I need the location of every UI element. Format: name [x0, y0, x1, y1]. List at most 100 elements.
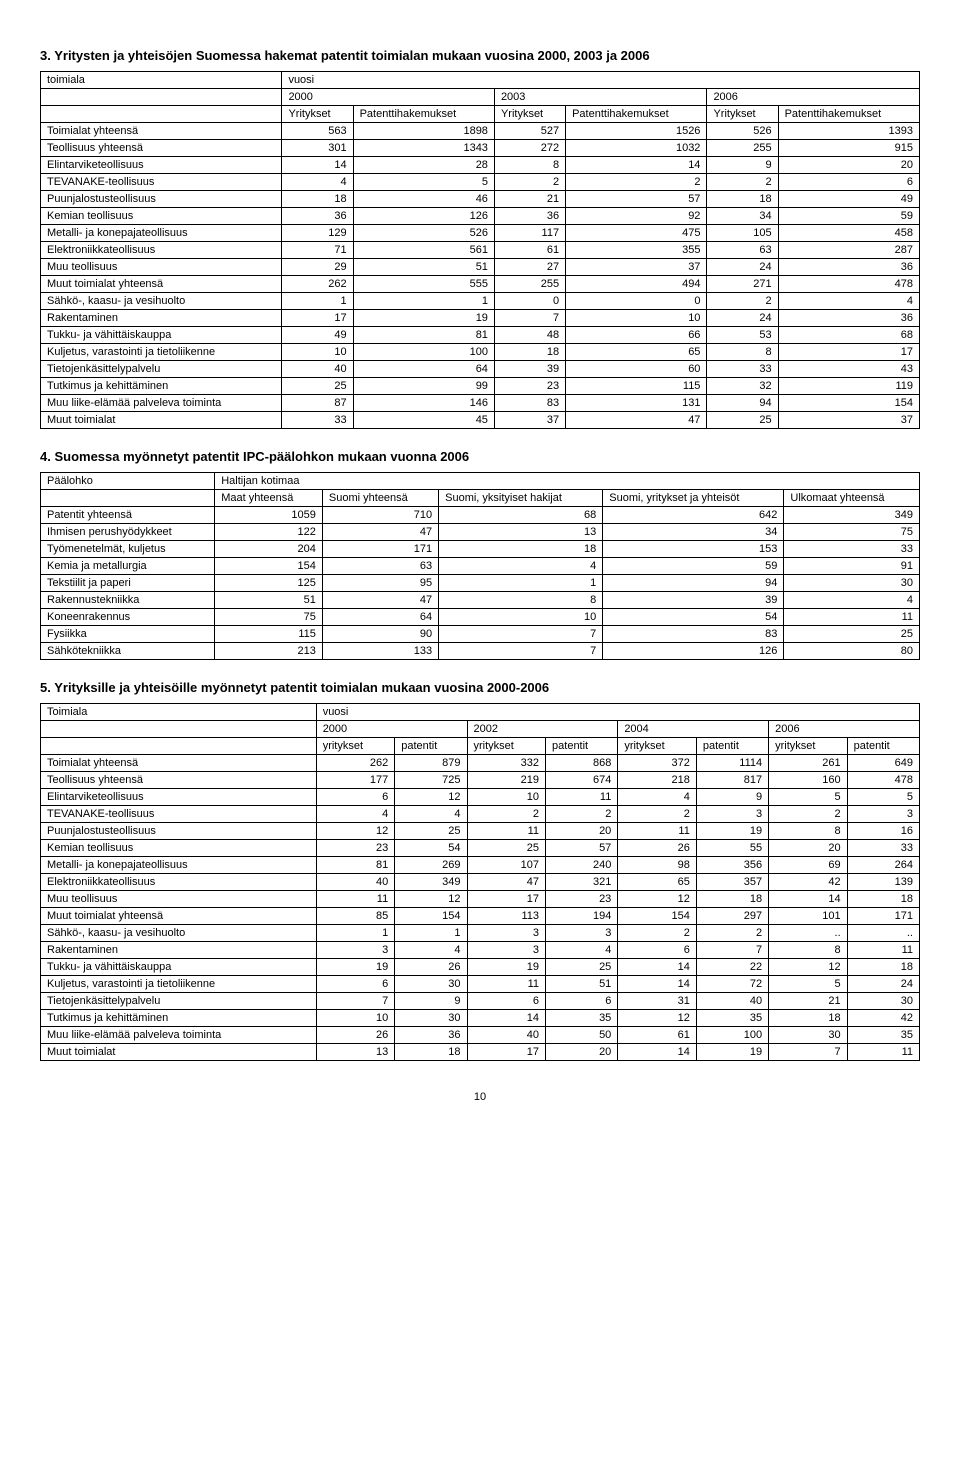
table-cell: Rakentaminen	[41, 310, 282, 327]
t5-sc4: yritykset	[618, 738, 697, 755]
table-cell: 11	[467, 823, 546, 840]
table-cell: 261	[769, 755, 848, 772]
table-cell: 16	[847, 823, 919, 840]
table-cell: 33	[784, 541, 920, 558]
table-cell: 9	[395, 993, 467, 1010]
table-cell: 46	[353, 191, 494, 208]
table-cell: 1	[316, 925, 395, 942]
table-cell: 1393	[778, 123, 919, 140]
table-cell: 45	[353, 412, 494, 429]
t5-y2: 2004	[618, 721, 769, 738]
table-cell: 42	[847, 1010, 919, 1027]
table-cell: 43	[778, 361, 919, 378]
table-cell: 18	[847, 959, 919, 976]
table-cell: 6	[467, 993, 546, 1010]
table-cell: 5	[769, 789, 848, 806]
table-cell: 12	[618, 1010, 697, 1027]
table-cell: Muut toimialat yhteensä	[41, 276, 282, 293]
table-cell: 14	[618, 959, 697, 976]
t5-sc2: yritykset	[467, 738, 546, 755]
table-cell: 40	[467, 1027, 546, 1044]
table-cell: 47	[566, 412, 707, 429]
t3-sc4: Yritykset	[707, 106, 778, 123]
table-cell: 100	[353, 344, 494, 361]
t3-y0: 2000	[282, 89, 495, 106]
table-cell: 1	[439, 575, 603, 592]
table-row: Koneenrakennus7564105411	[41, 609, 920, 626]
t5-h-toimiala: Toimiala	[41, 704, 317, 721]
table-cell: 255	[494, 276, 565, 293]
table-cell: 47	[467, 874, 546, 891]
table-cell: 17	[467, 891, 546, 908]
table-cell: 11	[618, 823, 697, 840]
t5-h-blank2	[41, 738, 317, 755]
table-cell: 90	[322, 626, 438, 643]
table-cell: 119	[778, 378, 919, 395]
table-cell: 674	[546, 772, 618, 789]
table-cell: 64	[322, 609, 438, 626]
table-cell: 10	[316, 1010, 395, 1027]
table-cell: Tutkimus ja kehittäminen	[41, 378, 282, 395]
table-row: Muu teollisuus295127372436	[41, 259, 920, 276]
table-cell: Muu liike-elämää palveleva toiminta	[41, 395, 282, 412]
table-row: Tutkimus ja kehittäminen25992311532119	[41, 378, 920, 395]
table-cell: 204	[215, 541, 323, 558]
table-row: TEVANAKE-teollisuus452226	[41, 174, 920, 191]
table-row: Ihmisen perushyödykkeet12247133475	[41, 524, 920, 541]
table-cell: 4	[546, 942, 618, 959]
table5: Toimiala vuosi 2000 2002 2004 2006 yrity…	[40, 703, 920, 1061]
table-cell: 3	[696, 806, 768, 823]
t3-h-toimiala: toimiala	[41, 72, 282, 89]
table-cell: 4	[282, 174, 353, 191]
table-cell: Koneenrakennus	[41, 609, 215, 626]
table-cell: 66	[566, 327, 707, 344]
table-cell: 10	[467, 789, 546, 806]
table-cell: 28	[353, 157, 494, 174]
table-cell: 20	[778, 157, 919, 174]
table-cell: Elintarviketeollisuus	[41, 157, 282, 174]
table-cell: 355	[566, 242, 707, 259]
table-row: Muut toimialat131817201419711	[41, 1044, 920, 1061]
table-cell: 4	[778, 293, 919, 310]
table-cell: 13	[316, 1044, 395, 1061]
table-cell: TEVANAKE-teollisuus	[41, 806, 317, 823]
table-cell: 7	[494, 310, 565, 327]
table-cell: 117	[494, 225, 565, 242]
table-cell: ..	[769, 925, 848, 942]
table-cell: Sähkö-, kaasu- ja vesihuolto	[41, 293, 282, 310]
table-cell: Muu teollisuus	[41, 259, 282, 276]
t4-c3: Suomi, yritykset ja yhteisöt	[603, 490, 784, 507]
table-cell: 59	[603, 558, 784, 575]
t4-c1: Suomi yhteensä	[322, 490, 438, 507]
table-cell: 12	[395, 789, 467, 806]
table-cell: TEVANAKE-teollisuus	[41, 174, 282, 191]
table-cell: 19	[696, 823, 768, 840]
table-cell: 65	[566, 344, 707, 361]
table-cell: 87	[282, 395, 353, 412]
table-row: Kuljetus, varastointi ja tietoliikenne10…	[41, 344, 920, 361]
table-cell: 115	[215, 626, 323, 643]
table-cell: 40	[696, 993, 768, 1010]
table-cell: 131	[566, 395, 707, 412]
table-cell: 11	[847, 942, 919, 959]
table-cell: 81	[353, 327, 494, 344]
table-cell: 12	[395, 891, 467, 908]
table-cell: 372	[618, 755, 697, 772]
table-cell: Muu teollisuus	[41, 891, 317, 908]
table-cell: 10	[439, 609, 603, 626]
table-cell: 4	[316, 806, 395, 823]
table-cell: 8	[707, 344, 778, 361]
table-cell: 26	[618, 840, 697, 857]
table-row: Tutkimus ja kehittäminen1030143512351842	[41, 1010, 920, 1027]
table-cell: 240	[546, 857, 618, 874]
table-cell: 95	[322, 575, 438, 592]
t5-sc1: patentit	[395, 738, 467, 755]
table-row: Kemia ja metallurgia1546345991	[41, 558, 920, 575]
table-cell: 349	[784, 507, 920, 524]
table-cell: 3	[467, 942, 546, 959]
t3-sc5: Patenttihakemukset	[778, 106, 919, 123]
table-cell: 11	[316, 891, 395, 908]
table-cell: 154	[618, 908, 697, 925]
table-cell: Elektroniikkateollisuus	[41, 874, 317, 891]
table-cell: 6	[778, 174, 919, 191]
